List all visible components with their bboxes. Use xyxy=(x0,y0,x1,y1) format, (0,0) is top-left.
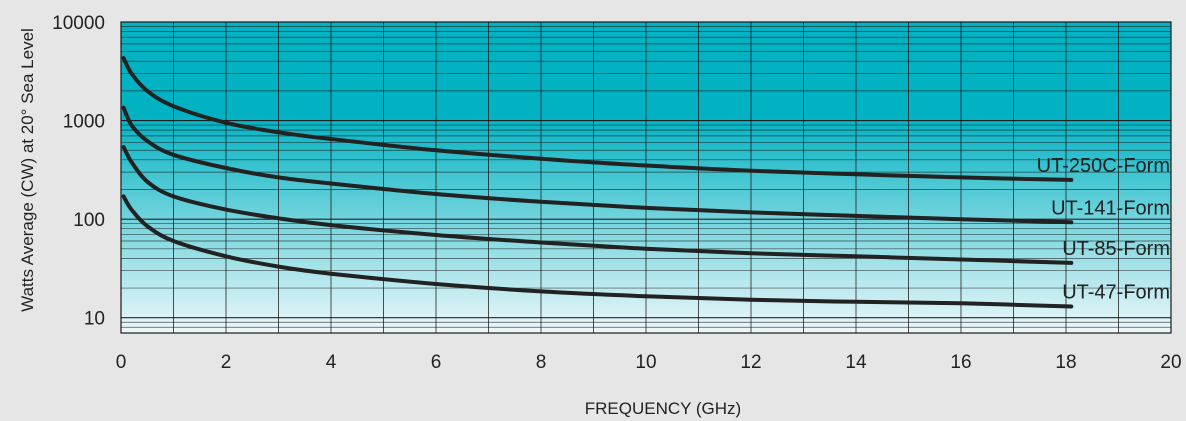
series-line-ut-250c-form xyxy=(121,56,1074,182)
x-tick-label: 0 xyxy=(116,352,127,373)
series-labels: UT-250C-Form UT-141-Form UT-85-Form UT-47-F… xyxy=(1037,155,1170,304)
minor-gridlines xyxy=(121,22,1171,334)
plot-frame xyxy=(120,21,1172,334)
y-tick-labels: 10 100 1000 10000 xyxy=(52,13,105,330)
y-axis-label: Watts Average (CW) at 20° Sea Level xyxy=(18,28,37,312)
series-label: UT-47-Form xyxy=(1062,281,1170,303)
series-line-ut-141-form xyxy=(121,105,1074,225)
y-tick-label: 10 xyxy=(84,309,105,330)
series-line-ut-47-form xyxy=(121,194,1074,309)
series-lines xyxy=(121,56,1074,309)
x-tick-label: 14 xyxy=(845,352,867,373)
x-tick-label: 10 xyxy=(635,352,656,373)
x-tick-label: 6 xyxy=(431,352,442,373)
x-tick-label: 16 xyxy=(950,352,971,373)
series-label: UT-85-Form xyxy=(1062,238,1170,260)
y-tick-label: 100 xyxy=(73,210,105,231)
x-tick-labels: 0 2 4 6 8 10 12 14 16 18 20 xyxy=(116,352,1182,373)
series-label: UT-141-Form xyxy=(1051,197,1170,219)
x-tick-label: 4 xyxy=(326,352,337,373)
x-tick-label: 12 xyxy=(740,352,761,373)
x-axis-label: FREQUENCY (GHz) xyxy=(585,399,741,418)
x-tick-label: 2 xyxy=(221,352,232,373)
x-tick-label: 8 xyxy=(536,352,547,373)
x-tick-label: 18 xyxy=(1055,352,1076,373)
y-tick-label: 1000 xyxy=(63,112,105,133)
x-tick-label: 20 xyxy=(1160,352,1181,373)
series-label: UT-250C-Form xyxy=(1037,155,1170,177)
series-line-ut-85-form xyxy=(121,145,1074,265)
y-tick-label: 10000 xyxy=(52,13,105,34)
